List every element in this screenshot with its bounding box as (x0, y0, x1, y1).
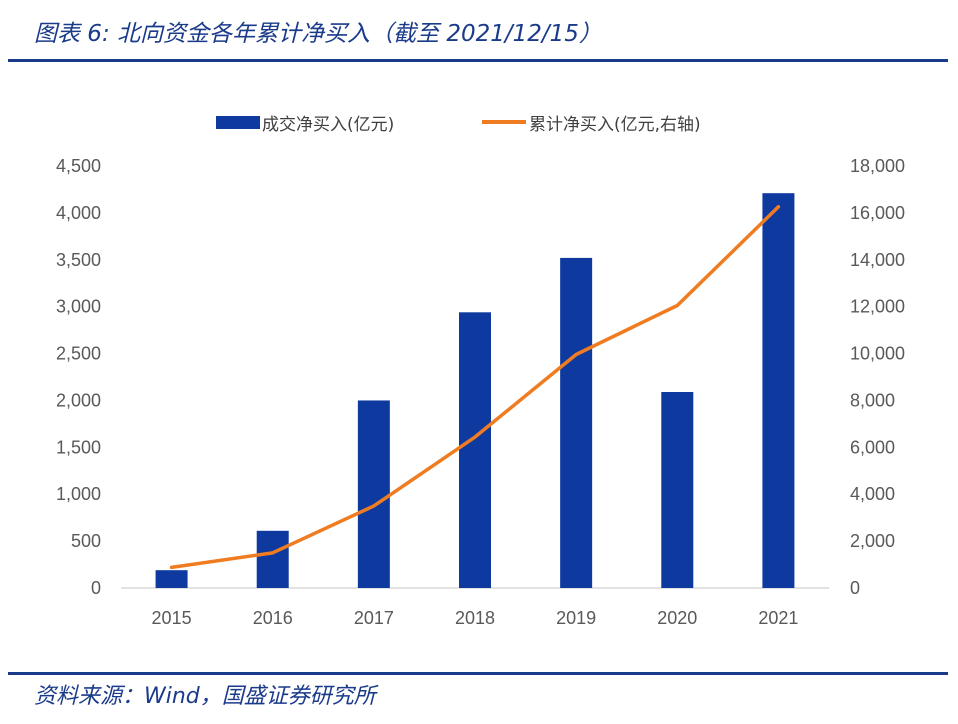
right-axis-tick-label: 2,000 (850, 531, 895, 551)
x-axis-tick-label: 2016 (253, 608, 293, 628)
bar-series (155, 193, 795, 588)
x-axis-tick-label: 2020 (657, 608, 697, 628)
bar-2015 (155, 570, 188, 588)
legend: 成交净买入(亿元) 累计净买入(亿元,右轴) (216, 115, 701, 135)
left-axis-tick-label: 2,000 (56, 390, 101, 410)
right-axis-tick-label: 4,000 (850, 484, 895, 504)
x-axis-tick-label: 2018 (455, 608, 495, 628)
left-axis-tick-label: 4,500 (56, 156, 101, 176)
bar-2019 (560, 257, 593, 588)
right-axis-tick-label: 12,000 (850, 297, 905, 317)
left-axis: 0 500 1,000 1,500 2,000 2,500 3,000 3,500 4,000 4… (56, 156, 101, 598)
legend-line-label: 累计净买入(亿元,右轴) (529, 115, 701, 135)
footer-divider (8, 672, 948, 675)
right-axis-tick-label: 16,000 (850, 203, 905, 223)
x-axis-tick-label: 2019 (556, 608, 596, 628)
left-axis-tick-label: 1,500 (56, 437, 101, 457)
right-axis-tick-label: 18,000 (850, 156, 905, 176)
x-axis-tick-label: 2021 (758, 608, 798, 628)
left-axis-tick-label: 500 (71, 531, 101, 551)
right-axis: 0 2,000 4,000 6,000 8,000 10,000 12,000 14,000 1… (850, 156, 905, 598)
right-axis-tick-label: 10,000 (850, 344, 905, 364)
right-axis-tick-label: 14,000 (850, 250, 905, 270)
right-axis-tick-label: 6,000 (850, 437, 895, 457)
bar-2021 (762, 193, 795, 588)
right-axis-tick-label: 8,000 (850, 390, 895, 410)
bar-2017 (357, 400, 390, 588)
x-axis-tick-label: 2015 (152, 608, 192, 628)
left-axis-tick-label: 3,500 (56, 250, 101, 270)
left-axis-tick-label: 4,000 (56, 203, 101, 223)
x-axis: 2015 2016 2017 2018 2019 2020 2021 (152, 608, 799, 628)
x-axis-tick-label: 2017 (354, 608, 394, 628)
figure-title: 图表 6: 北向资金各年累计净买入（截至 2021/12/15） (34, 21, 602, 47)
right-axis-tick-label: 0 (850, 578, 860, 598)
legend-bar-label: 成交净买入(亿元) (262, 115, 394, 135)
bar-2016 (256, 530, 289, 588)
bar-2018 (459, 312, 491, 588)
legend-bar-swatch (216, 116, 260, 129)
left-axis-tick-label: 1,000 (56, 484, 101, 504)
left-axis-tick-label: 2,500 (56, 344, 101, 364)
line-series (169, 205, 781, 570)
left-axis-tick-label: 0 (91, 578, 101, 598)
title-divider (8, 59, 948, 62)
left-axis-tick-label: 3,000 (56, 297, 101, 317)
source-note: 资料来源：Wind，国盛证券研究所 (34, 684, 376, 709)
bar-2020 (661, 392, 694, 588)
